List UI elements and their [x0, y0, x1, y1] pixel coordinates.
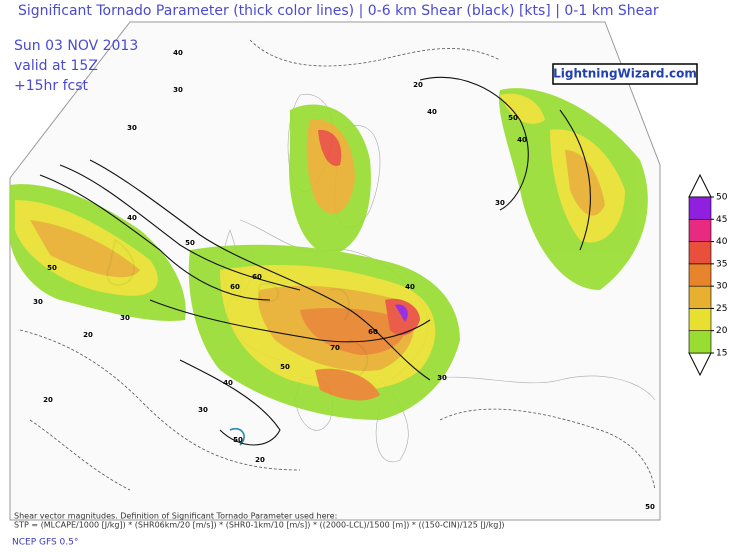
contour-label: 30	[437, 374, 447, 382]
stp-fields	[10, 88, 648, 420]
legend-label: 35	[716, 259, 727, 269]
legend-label: 25	[716, 304, 727, 314]
contour-label: 50	[508, 114, 518, 122]
shear-0-6km	[39, 76, 591, 446]
contour-label: 50	[645, 503, 655, 511]
legend-swatch	[688, 308, 712, 332]
contour-label: 40	[173, 49, 183, 57]
contour-label: 60	[368, 328, 378, 336]
legend-swatch	[688, 330, 712, 354]
contour-label: 50	[233, 436, 243, 444]
legend-swatch	[688, 241, 712, 265]
contour-label: 50	[47, 264, 57, 272]
valid-time: valid at 15Z	[14, 58, 98, 74]
contour-label: 30	[173, 86, 183, 94]
shear-dashed	[19, 39, 656, 491]
contour-label: 40	[223, 379, 233, 387]
legend-swatch	[688, 285, 712, 309]
contour-label: 60	[252, 273, 262, 281]
footer-note: Shear vector magnitudes. Definition of S…	[14, 512, 337, 521]
logo-box	[552, 63, 698, 85]
contour-label: 30	[495, 199, 505, 207]
legend-label: 15	[716, 349, 727, 359]
contour-labels: 40 30 30 40 50 50 60 60 70 60 40 50 40 30 30 50 40 30 50 20…	[33, 49, 655, 511]
contour-label: 70	[330, 344, 340, 352]
legend-label: 40	[716, 237, 728, 247]
legend: 15 20 25 30 35 40 45 50	[688, 173, 728, 377]
contour-label: 20	[413, 81, 423, 89]
contour-label: 20	[255, 456, 265, 464]
logo: LightningWizard.com	[553, 67, 697, 81]
contour-label: 60	[230, 283, 240, 291]
contour-label: 50	[280, 363, 290, 371]
contour-label: 40	[427, 108, 437, 116]
model-name: NCEP GFS 0.5°	[12, 538, 78, 548]
legend-swatch	[688, 218, 712, 242]
forecast-hour: +15hr fcst	[14, 78, 89, 94]
footer-formula: STP = (MLCAPE/1000 [J/kg]) * (SHR06km/20…	[14, 521, 505, 530]
legend-label: 45	[716, 215, 727, 225]
contour-label: 30	[33, 298, 43, 306]
run-date: Sun 03 NOV 2013	[14, 38, 138, 54]
contour-label: 30	[120, 314, 130, 322]
legend-label: 30	[716, 282, 728, 292]
contour-label: 30	[127, 124, 137, 132]
legend-label: 20	[716, 326, 728, 336]
legend-label: 50	[716, 193, 728, 203]
legend-swatch	[688, 196, 712, 220]
contour-label: 40	[405, 283, 415, 291]
contour-label: 30	[198, 406, 208, 414]
contour-label: 40	[127, 214, 137, 222]
legend-swatch	[688, 263, 712, 287]
title: Significant Tornado Parameter (thick col…	[18, 3, 659, 19]
contour-label: 40	[517, 136, 527, 144]
contour-label: 20	[43, 396, 53, 404]
contour-label: 20	[83, 331, 93, 339]
contour-label: 50	[185, 239, 195, 247]
